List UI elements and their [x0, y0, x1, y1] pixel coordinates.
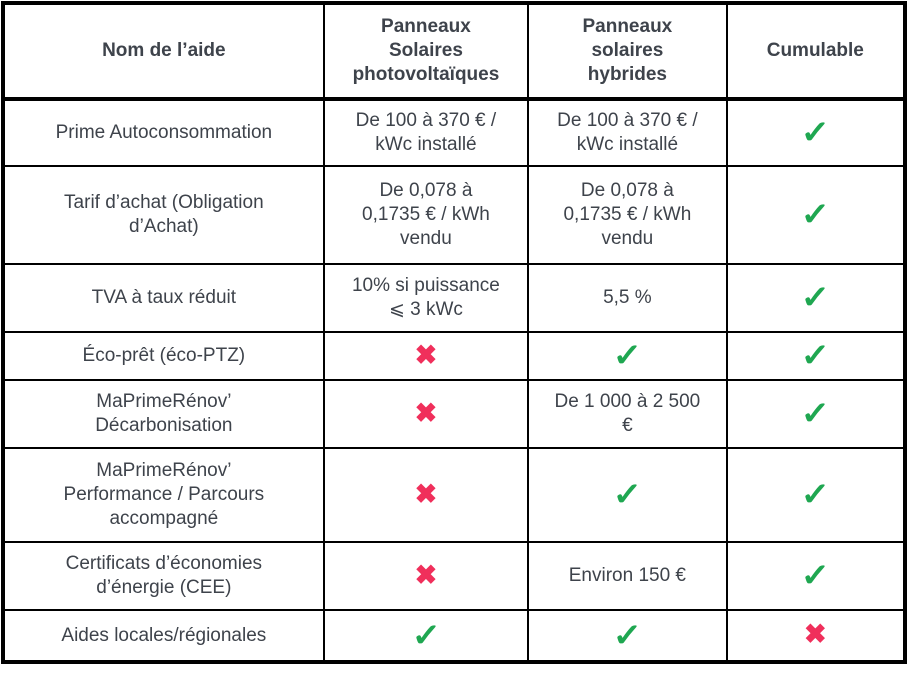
aide-name: Aides locales/régionales [2, 609, 325, 663]
pv-value: ✖ [322, 379, 530, 449]
check-icon: ✓ [800, 476, 831, 512]
table-body: Prime Autoconsommation De 100 à 370 € / … [2, 98, 907, 663]
table-row-maprimerenov-performance: MaPrimeRénov’ Performance / Parcours acc… [2, 447, 907, 543]
column-header-panneaux-photovoltaiques: Panneaux Solaires photovoltaïques [322, 2, 530, 101]
pv-value: ✖ [322, 331, 530, 381]
cross-icon: ✖ [803, 619, 827, 649]
hybrid-value: ✓ [527, 447, 728, 543]
pv-value: ✖ [322, 447, 530, 543]
table-row-tarif-achat: Tarif d’achat (Obligation d’Achat) De 0,… [2, 165, 907, 265]
check-icon: ✓ [411, 616, 441, 653]
hybrid-value: 5,5 % [527, 263, 728, 333]
check-icon: ✓ [612, 616, 643, 653]
hybrid-value: ✓ [527, 609, 728, 663]
check-icon: ✓ [800, 395, 831, 431]
header-row: Nom de l’aide Panneaux Solaires photovol… [2, 2, 907, 101]
table-row-aides-locales: Aides locales/régionales ✓ ✓ ✖ [2, 609, 907, 663]
check-icon: ✓ [800, 196, 831, 232]
cross-icon: ✖ [414, 478, 438, 509]
cumulable-value: ✖ [725, 609, 907, 663]
column-header-panneaux-hybrides: Panneaux solaires hybrides [527, 2, 728, 101]
table-header: Nom de l’aide Panneaux Solaires photovol… [2, 2, 907, 101]
check-icon: ✓ [800, 337, 831, 373]
check-icon: ✓ [612, 476, 643, 512]
cumulable-value: ✓ [725, 331, 907, 381]
pv-value: De 100 à 370 € / kWc installé [322, 98, 530, 167]
aide-name: Prime Autoconsommation [2, 98, 325, 167]
check-icon: ✓ [612, 337, 643, 373]
cumulable-value: ✓ [725, 541, 907, 611]
table-row-eco-pret: Éco-prêt (éco-PTZ) ✖ ✓ ✓ [2, 331, 907, 381]
pv-value: De 0,078 à 0,1735 € / kWh vendu [322, 165, 530, 265]
pv-value: ✓ [322, 609, 530, 663]
pv-value: 10% si puissance ⩽ 3 kWc [322, 263, 530, 333]
cross-icon: ✖ [414, 339, 438, 370]
table-row-certificats-cee: Certificats d’économies d’énergie (CEE) … [2, 541, 907, 611]
aide-name: MaPrimeRénov’ Décarbonisation [2, 379, 325, 449]
column-header-cumulable: Cumulable [725, 2, 907, 101]
cumulable-value: ✓ [725, 263, 907, 333]
hybrid-value: ✓ [527, 331, 728, 381]
aide-name: Tarif d’achat (Obligation d’Achat) [2, 165, 325, 265]
check-icon: ✓ [800, 557, 831, 593]
check-icon: ✓ [800, 279, 831, 315]
table-row-tva-taux-reduit: TVA à taux réduit 10% si puissance ⩽ 3 k… [2, 263, 907, 333]
cross-icon: ✖ [414, 559, 438, 590]
table-row-maprimerenov-decarbonisation: MaPrimeRénov’ Décarbonisation ✖ De 1 000… [2, 379, 907, 449]
check-icon: ✓ [800, 114, 831, 150]
aide-name: TVA à taux réduit [2, 263, 325, 333]
pv-value: ✖ [322, 541, 530, 611]
aide-name: MaPrimeRénov’ Performance / Parcours acc… [2, 447, 325, 543]
hybrid-value: De 100 à 370 € / kWc installé [527, 98, 728, 167]
aide-name: Éco-prêt (éco-PTZ) [2, 331, 325, 381]
hybrid-value: De 1 000 à 2 500 € [527, 379, 728, 449]
cumulable-value: ✓ [725, 379, 907, 449]
column-header-nom-aide: Nom de l’aide [2, 2, 325, 101]
aide-name: Certificats d’économies d’énergie (CEE) [2, 541, 325, 611]
cumulable-value: ✓ [725, 98, 907, 167]
cumulable-value: ✓ [725, 165, 907, 265]
cross-icon: ✖ [414, 397, 438, 428]
hybrid-value: De 0,078 à 0,1735 € / kWh vendu [527, 165, 728, 265]
cumulable-value: ✓ [725, 447, 907, 543]
hybrid-value: Environ 150 € [527, 541, 728, 611]
table-row-prime-autoconsommation: Prime Autoconsommation De 100 à 370 € / … [2, 98, 907, 167]
